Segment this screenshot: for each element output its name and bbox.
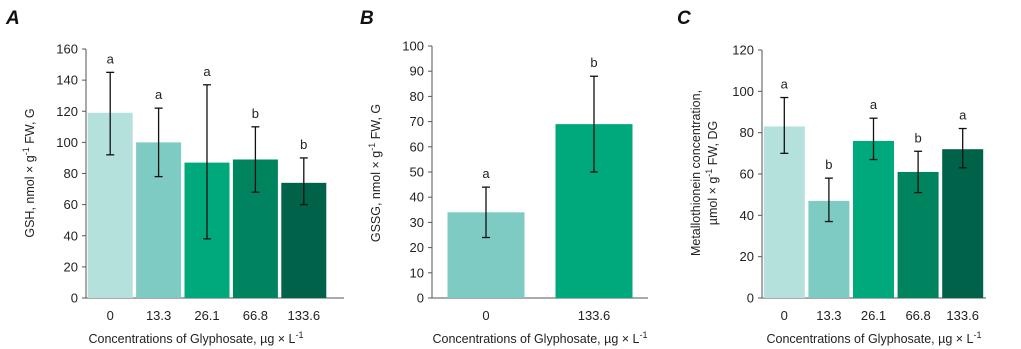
panel-c-significance-label: a [781, 77, 789, 92]
panel-c-significance-label: b [914, 130, 921, 145]
panel-c-x-tick-label: 133.6 [946, 308, 979, 323]
panel-b-y-tick-label: 90 [410, 64, 424, 79]
panel-a-significance-labels: a a a b b [107, 51, 308, 152]
panel-c: C Metallothionein concentration, µmol × … [677, 8, 986, 346]
panel-c-y-tick-label: 120 [732, 43, 754, 58]
panel-a: A GSH, nmol × g-1 FW, G 0 20 40 60 80 100 120 1… [5, 8, 344, 346]
panel-a-y-tick-label: 20 [64, 259, 78, 274]
panel-b-y-tick-label: 30 [410, 215, 424, 230]
panel-a-x-axis-label: Concentrations of Glyphosate, µg × L-1 [89, 330, 304, 346]
panel-c-x-tick-labels: 0 13.3 26.1 66.8 133.6 [781, 308, 979, 323]
panel-a-x-tick-label: 133.6 [288, 308, 321, 323]
panel-c-y-tick-label: 40 [740, 208, 754, 223]
panel-a-x-tick-label: 66.8 [243, 308, 268, 323]
panel-a-significance-label: b [300, 137, 307, 152]
panel-b-y-axis-label: GSSG, nmol × g-1 FW, G [367, 104, 383, 242]
panel-b-y-tick-label: 20 [410, 240, 424, 255]
panel-a-significance-label: a [203, 64, 211, 79]
panel-a-error-bars [106, 71, 308, 240]
panel-b-significance-label: b [590, 55, 597, 70]
panel-c-y-tick-label: 0 [747, 291, 754, 306]
panel-c-bar [763, 126, 805, 298]
panel-b-y-tick-label: 70 [410, 114, 424, 129]
panel-a-y-axis-label: GSH, nmol × g-1 FW, G [21, 108, 37, 237]
panel-c-x-axis-label: Concentrations of Glyphosate, µg × L-1 [767, 330, 982, 346]
panel-a-y-tick-label: 140 [56, 73, 78, 88]
panel-c-significance-labels: a b a b a [781, 77, 967, 173]
panel-c-x-tick-label: 0 [781, 308, 788, 323]
panel-b-significance-label: a [482, 166, 490, 181]
panel-b-y-ticks: 0 10 20 30 40 50 60 70 80 90 100 [402, 39, 432, 306]
panel-a-x-tick-labels: 0 13.3 26.1 66.8 133.6 [107, 308, 320, 323]
panel-c-bar [853, 140, 894, 298]
panel-b-significance-labels: ab [482, 55, 597, 181]
panel-c-significance-label: a [959, 108, 967, 123]
panel-a-y-tick-label: 120 [56, 104, 78, 119]
panel-a-y-tick-label: 0 [71, 291, 78, 306]
panel-a-significance-label: a [155, 87, 163, 102]
panel-b-y-tick-label: 50 [410, 165, 424, 180]
panel-b-x-tick-labels: 0 133.6 [482, 308, 610, 323]
panel-b-y-tick-label: 80 [410, 89, 424, 104]
panel-b-letter: B [360, 8, 374, 29]
panel-b-y-tick-label: 0 [417, 291, 424, 306]
panel-a-x-tick-label: 0 [107, 308, 114, 323]
panel-b-y-tick-label: 40 [410, 190, 424, 205]
panel-a-y-tick-label: 80 [64, 166, 78, 181]
panel-b-y-tick-label: 10 [410, 265, 424, 280]
panel-c-x-tick-label: 26.1 [861, 308, 886, 323]
panel-c-y-tick-label: 80 [740, 125, 754, 140]
panel-a-y-tick-label: 100 [56, 135, 78, 150]
panel-b-x-tick-label: 0 [482, 308, 489, 323]
panel-b: B GSSG, nmol × g-1 FW, G 0 10 20 30 40 50 60 70… [360, 8, 648, 346]
panel-b-y-tick-label: 60 [410, 139, 424, 154]
panel-a-letter: A [5, 8, 20, 29]
panel-c-bar [942, 149, 984, 298]
panel-c-y-tick-label: 20 [740, 249, 754, 264]
panel-c-x-tick-label: 13.3 [816, 308, 841, 323]
panel-b-error-bars [482, 75, 598, 239]
panel-b-bars [447, 124, 633, 299]
panel-c-significance-label: b [825, 157, 832, 172]
panel-c-y-tick-label: 60 [740, 167, 754, 182]
panel-c-error-bars [780, 96, 967, 223]
panel-c-y-axis-label-line2: µmol × g-1 FW, DG [704, 121, 720, 226]
panel-c-significance-label: a [870, 97, 878, 112]
panel-b-y-tick-label: 100 [402, 39, 424, 54]
panel-a-y-tick-label: 60 [64, 197, 78, 212]
panel-a-significance-label: a [107, 51, 115, 66]
panel-a-significance-label: b [252, 106, 259, 121]
panel-a-y-tick-label: 40 [64, 228, 78, 243]
panel-a-y-ticks: 0 20 40 60 80 100 120 140 160 [56, 42, 86, 306]
panel-c-letter: C [677, 8, 691, 29]
panel-c-y-ticks: 0 20 40 60 80 100 120 [732, 43, 762, 306]
panel-c-y-axis-label-line1: Metallothionein concentration, [689, 90, 703, 256]
panel-c-y-tick-label: 100 [732, 84, 754, 99]
panel-b-x-tick-label: 133.6 [578, 308, 611, 323]
panel-b-x-axis-label: Concentrations of Glyphosate, µg × L-1 [433, 330, 648, 346]
panel-a-x-tick-label: 26.1 [194, 308, 219, 323]
panel-c-x-tick-label: 66.8 [905, 308, 930, 323]
panel-a-bars [87, 112, 327, 299]
panel-a-x-tick-label: 13.3 [146, 308, 171, 323]
panel-a-y-tick-label: 160 [56, 42, 78, 57]
